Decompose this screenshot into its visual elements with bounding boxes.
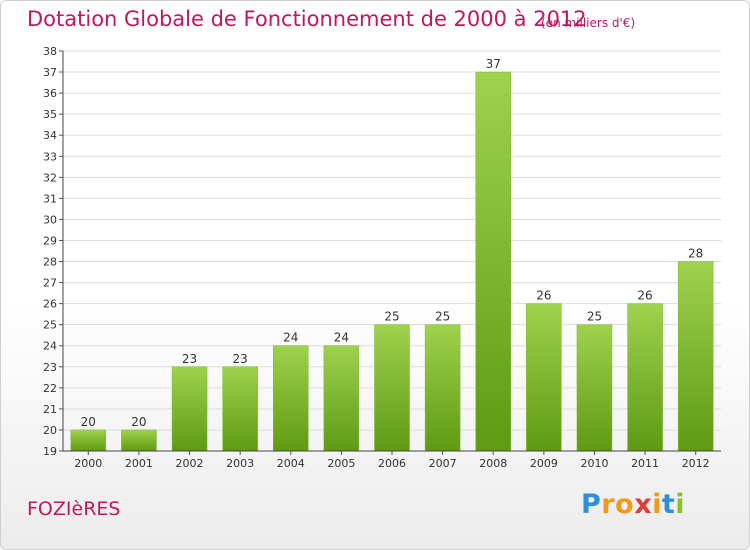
bar [677, 261, 714, 452]
data-label: 23 [233, 352, 248, 366]
x-axis-tick-labels: 2000 2001 2002 2003 2004 2005 2006 2007 2008 2009… [74, 451, 710, 470]
y-tick-label: 26 [43, 298, 57, 311]
y-tick-label: 20 [43, 424, 57, 437]
x-tick-label: 2003 [226, 457, 254, 470]
commune-name: FOZIèRES [27, 498, 121, 520]
y-tick-label: 32 [43, 171, 57, 184]
y-tick-label: 22 [43, 382, 57, 395]
y-tick-label: 24 [43, 340, 57, 353]
x-tick-label: 2009 [530, 457, 558, 470]
y-tick-label: 36 [43, 87, 57, 100]
y-tick-label: 29 [43, 234, 57, 247]
x-tick-label: 2008 [479, 457, 507, 470]
logo-letter: o [615, 489, 635, 520]
logo-letter: P [581, 489, 602, 520]
data-label: 25 [435, 310, 450, 324]
data-label: 20 [81, 415, 96, 429]
y-tick-label: 25 [43, 319, 57, 332]
bar [70, 429, 107, 452]
logo-letter: i [675, 489, 686, 520]
bar [627, 303, 663, 452]
data-label: 26 [536, 289, 551, 303]
x-tick-label: 2002 [176, 457, 204, 470]
bar [121, 429, 157, 452]
x-tick-label: 2011 [631, 457, 659, 470]
bar [273, 345, 309, 452]
bar [424, 324, 461, 452]
data-label: 24 [283, 331, 298, 345]
data-labels: 20 20 23 23 24 24 25 25 37 26 25 26 28 [81, 57, 704, 429]
bar [222, 366, 258, 452]
logo-letter: r [601, 489, 616, 520]
chart-title: Dotation Globale de Fonctionnement de 20… [27, 7, 587, 31]
y-tick-label: 27 [43, 277, 57, 290]
y-tick-label: 33 [43, 150, 57, 163]
x-tick-label: 2012 [682, 457, 710, 470]
y-tick-label: 37 [43, 66, 57, 79]
logo-letter: i [652, 489, 662, 520]
y-tick-label: 28 [43, 256, 57, 269]
bar [526, 303, 562, 452]
bar [374, 324, 410, 452]
bar [576, 324, 613, 452]
bars [70, 71, 714, 452]
y-tick-label: 21 [43, 403, 57, 416]
x-tick-label: 2005 [327, 457, 355, 470]
data-label: 26 [637, 289, 652, 303]
x-tick-label: 2000 [74, 457, 102, 470]
data-label: 28 [688, 247, 703, 261]
data-label: 37 [486, 57, 501, 71]
data-label: 23 [182, 352, 197, 366]
y-tick-label: 19 [43, 445, 57, 458]
bar [323, 345, 360, 452]
logo-letter: t [661, 489, 676, 520]
y-tick-label: 38 [43, 45, 57, 58]
bar [171, 366, 208, 452]
y-axis-tick-labels: 19 20 21 22 23 24 25 26 27 28 29 30 31 32 33 34 35 36 37 38 [43, 45, 57, 458]
y-tick-label: 30 [43, 213, 57, 226]
x-tick-label: 2001 [125, 457, 153, 470]
x-tick-label: 2007 [429, 457, 457, 470]
x-tick-label: 2004 [277, 457, 305, 470]
y-tick-label: 23 [43, 361, 57, 374]
x-tick-label: 2006 [378, 457, 406, 470]
x-tick-label: 2010 [580, 457, 608, 470]
y-tick-label: 35 [43, 108, 57, 121]
data-label: 20 [131, 415, 146, 429]
bar [475, 71, 511, 452]
logo-letter: x [634, 489, 653, 520]
chart-subtitle: (en milliers d'€) [541, 16, 636, 30]
y-tick-label: 34 [43, 129, 57, 142]
data-label: 25 [587, 310, 602, 324]
proxiti-logo: Proxiti [581, 489, 685, 520]
data-label: 25 [384, 310, 399, 324]
data-label: 24 [334, 331, 349, 345]
y-tick-label: 31 [43, 192, 57, 205]
